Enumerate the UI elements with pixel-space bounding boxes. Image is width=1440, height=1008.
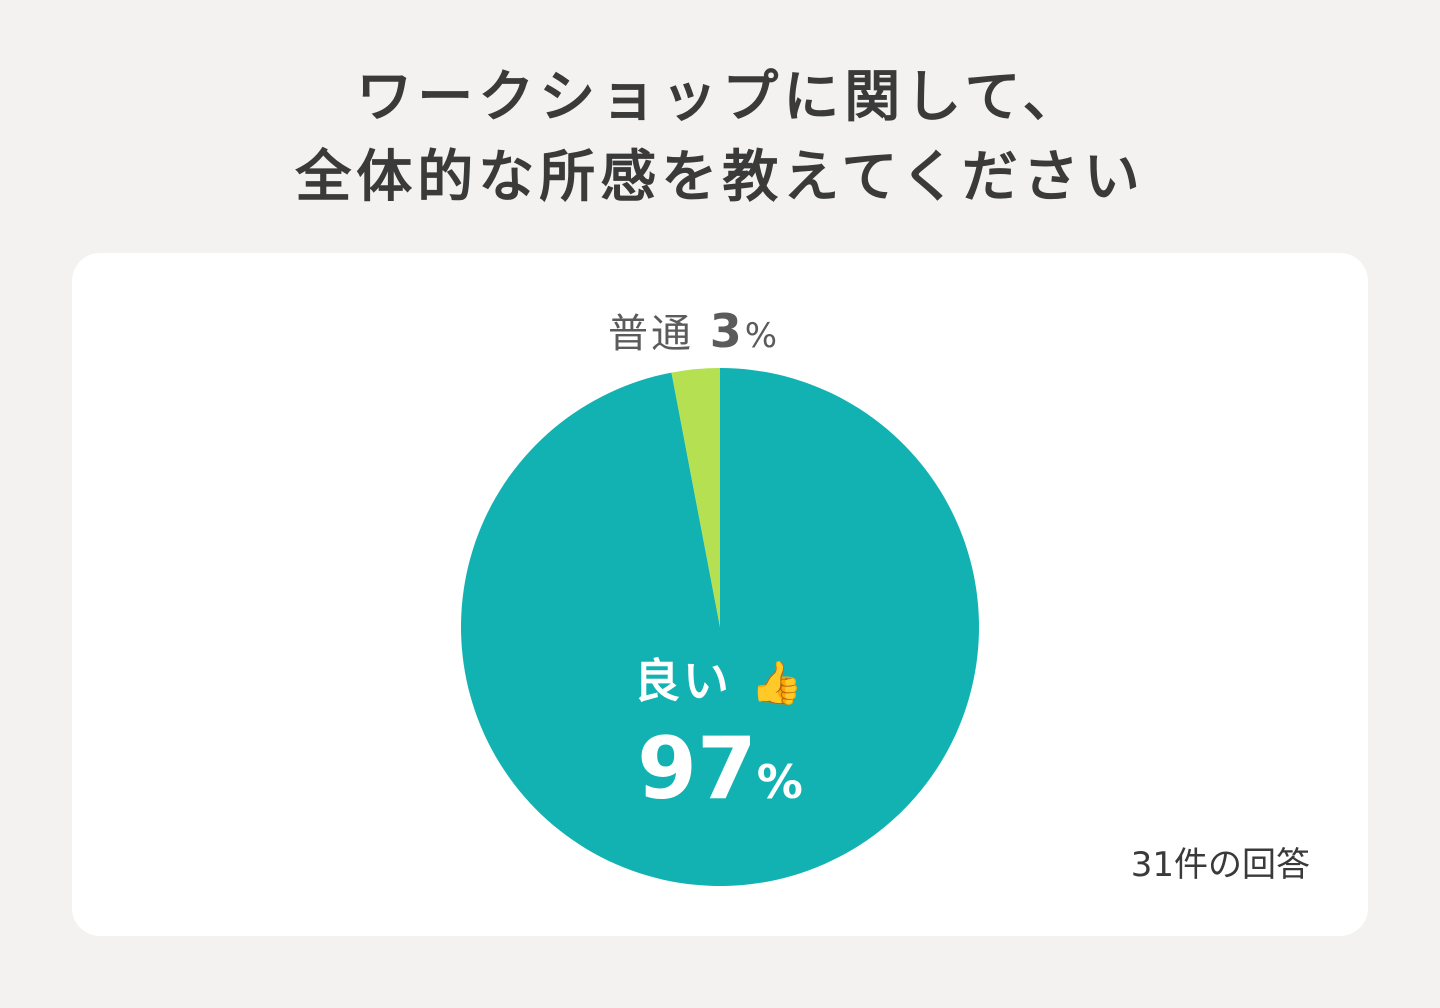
- slice-label-neutral-percent: %: [744, 316, 781, 356]
- slice-label-good-name: 良い: [633, 654, 732, 708]
- slice-label-neutral-name: 普通: [608, 311, 694, 357]
- slice-label-good-value: 97: [637, 719, 757, 819]
- chart-title: ワークショップに関して、 全体的な所感を教えてください: [0, 58, 1440, 218]
- thumbs-up-icon: 👍: [750, 658, 807, 707]
- chart-title-line-2: 全体的な所感を教えてください: [295, 145, 1145, 210]
- slice-label-good-value-row: 97%: [620, 719, 820, 832]
- slice-label-good-percent: %: [756, 755, 803, 809]
- slice-label-good: 良い 👍 97%: [620, 645, 820, 832]
- chart-title-line-1: ワークショップに関して、: [356, 65, 1084, 130]
- pie-slice-neutral: [671, 368, 720, 627]
- chart-card: 普通 3% 良い 👍 97% 31件の回答: [72, 253, 1368, 936]
- slice-label-neutral-value: 3: [709, 304, 745, 358]
- pie-chart: [461, 368, 979, 886]
- slice-label-good-name-row: 良い 👍: [620, 645, 820, 711]
- slice-label-neutral: 普通 3%: [608, 301, 780, 359]
- response-count: 31件の回答: [1130, 845, 1310, 885]
